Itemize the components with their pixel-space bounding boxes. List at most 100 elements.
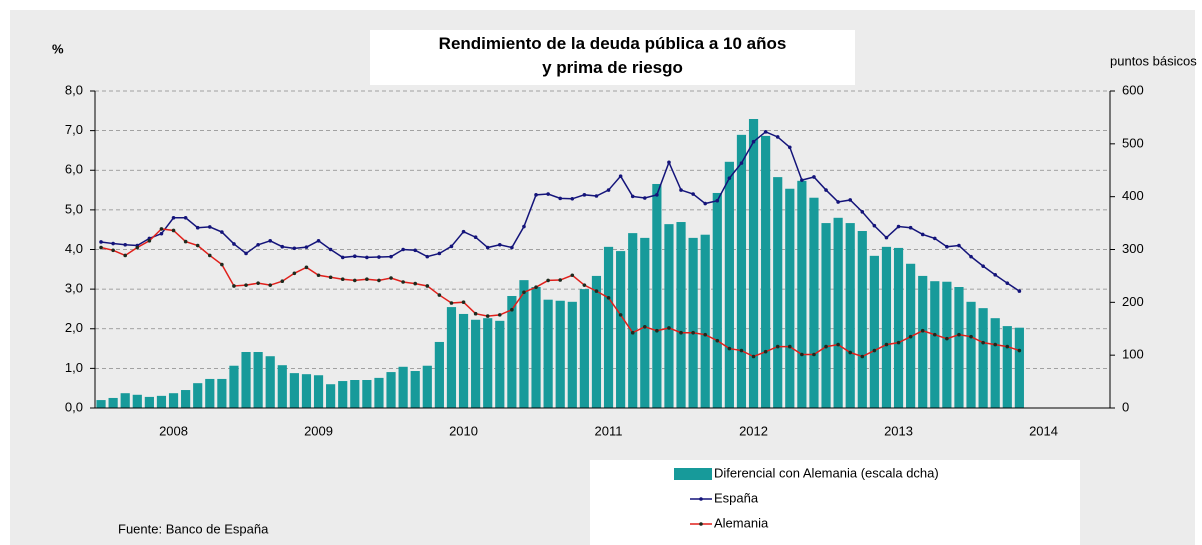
point bbox=[437, 251, 442, 256]
y2-tick-label: 0 bbox=[1122, 399, 1129, 414]
point bbox=[510, 307, 514, 312]
point bbox=[932, 332, 937, 337]
point bbox=[280, 244, 285, 249]
bar bbox=[628, 233, 638, 408]
bar bbox=[700, 234, 710, 408]
bar bbox=[773, 177, 783, 408]
point bbox=[630, 194, 635, 199]
point bbox=[957, 243, 961, 248]
point bbox=[908, 334, 913, 339]
point bbox=[352, 278, 357, 283]
point bbox=[642, 324, 647, 329]
legend-box bbox=[590, 460, 1080, 545]
point bbox=[582, 283, 587, 287]
bar bbox=[640, 237, 650, 408]
point bbox=[328, 275, 333, 280]
point bbox=[932, 236, 937, 241]
point bbox=[123, 253, 128, 258]
point bbox=[896, 224, 901, 229]
point bbox=[775, 135, 780, 139]
source-note: Fuente: Banco de España bbox=[118, 521, 269, 536]
point bbox=[244, 283, 248, 287]
point bbox=[401, 280, 405, 284]
bar bbox=[736, 134, 747, 408]
point bbox=[425, 284, 430, 288]
bar bbox=[446, 307, 457, 408]
point bbox=[461, 300, 466, 305]
point bbox=[945, 336, 949, 341]
point bbox=[534, 193, 538, 197]
point bbox=[207, 253, 212, 258]
y-tick-label: 7,0 bbox=[65, 122, 83, 137]
point bbox=[510, 245, 514, 250]
point bbox=[340, 255, 345, 260]
bar bbox=[422, 365, 432, 408]
y2-tick-label: 400 bbox=[1122, 188, 1144, 203]
point bbox=[860, 210, 865, 214]
point bbox=[546, 192, 550, 196]
bar bbox=[326, 384, 336, 408]
point bbox=[159, 231, 164, 236]
point bbox=[340, 277, 345, 282]
point bbox=[787, 145, 792, 150]
bar bbox=[156, 395, 167, 408]
bar bbox=[253, 351, 263, 408]
point bbox=[413, 281, 418, 286]
point bbox=[389, 276, 393, 280]
point bbox=[413, 248, 418, 253]
point bbox=[981, 264, 985, 268]
point bbox=[328, 247, 333, 252]
point bbox=[473, 235, 478, 240]
bar bbox=[616, 251, 626, 408]
bar bbox=[229, 365, 239, 408]
point bbox=[872, 348, 877, 353]
x-tick-label: 2014 bbox=[1029, 423, 1058, 438]
bar bbox=[205, 378, 215, 408]
point bbox=[594, 289, 599, 293]
point bbox=[884, 342, 889, 347]
point bbox=[570, 273, 575, 278]
bar bbox=[458, 313, 469, 408]
point bbox=[836, 342, 840, 347]
title-box bbox=[370, 30, 855, 85]
bar bbox=[942, 281, 952, 408]
point bbox=[800, 178, 804, 182]
point bbox=[715, 338, 720, 343]
point bbox=[256, 281, 260, 285]
y-tick-label: 0,0 bbox=[65, 399, 83, 414]
point bbox=[171, 228, 176, 233]
point bbox=[993, 273, 998, 277]
y2-tick-label: 600 bbox=[1122, 82, 1144, 97]
point bbox=[534, 285, 538, 289]
y2-tick-label: 500 bbox=[1122, 135, 1144, 150]
bar bbox=[724, 161, 734, 408]
point bbox=[920, 232, 925, 237]
point bbox=[606, 188, 611, 192]
point bbox=[751, 354, 756, 359]
point bbox=[812, 175, 816, 179]
point bbox=[969, 334, 973, 339]
point bbox=[232, 242, 236, 246]
point bbox=[473, 311, 478, 316]
bar bbox=[990, 318, 1000, 408]
point bbox=[1005, 281, 1010, 285]
bar bbox=[434, 341, 444, 408]
point bbox=[183, 216, 188, 220]
point bbox=[848, 350, 853, 355]
point bbox=[183, 239, 188, 244]
point bbox=[437, 293, 442, 297]
bar bbox=[265, 356, 275, 408]
point bbox=[945, 244, 949, 249]
bar bbox=[797, 180, 807, 408]
x-tick-label: 2009 bbox=[304, 423, 333, 438]
point bbox=[715, 198, 720, 203]
point bbox=[618, 174, 623, 178]
bar bbox=[338, 381, 348, 408]
y-tick-label: 3,0 bbox=[65, 281, 83, 296]
bar bbox=[398, 366, 408, 408]
point bbox=[691, 192, 695, 196]
point bbox=[824, 188, 828, 192]
bar bbox=[350, 379, 360, 408]
point bbox=[123, 242, 128, 247]
